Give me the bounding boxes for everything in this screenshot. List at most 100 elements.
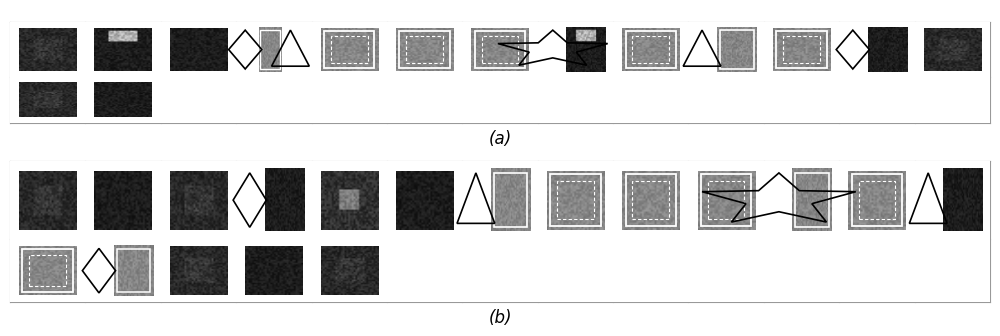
Bar: [10, 239, 85, 302]
Bar: [10, 22, 85, 77]
Bar: [915, 161, 990, 239]
Bar: [852, 174, 902, 226]
Bar: [550, 174, 601, 226]
Bar: [312, 161, 387, 239]
Bar: [387, 22, 462, 77]
Bar: [117, 249, 150, 293]
Bar: [387, 22, 462, 77]
Bar: [312, 239, 387, 302]
Bar: [720, 31, 754, 69]
Bar: [613, 22, 688, 77]
Bar: [387, 239, 462, 302]
Bar: [324, 31, 374, 68]
Bar: [482, 36, 518, 63]
Bar: [10, 239, 85, 302]
Bar: [331, 36, 368, 63]
Bar: [29, 255, 66, 286]
Bar: [839, 22, 915, 77]
Text: (a): (a): [488, 130, 512, 149]
Bar: [538, 22, 613, 77]
Bar: [915, 77, 990, 123]
Bar: [764, 22, 839, 77]
Bar: [538, 161, 613, 239]
Bar: [538, 161, 613, 239]
Bar: [708, 181, 744, 219]
Bar: [494, 173, 527, 227]
Bar: [312, 22, 387, 77]
Bar: [10, 161, 85, 239]
Bar: [839, 239, 915, 302]
Bar: [85, 239, 161, 302]
Bar: [462, 22, 538, 77]
Bar: [161, 22, 236, 77]
Bar: [161, 239, 236, 302]
Bar: [236, 239, 312, 302]
Bar: [399, 31, 450, 68]
Bar: [538, 77, 613, 123]
Bar: [85, 77, 161, 123]
Bar: [161, 161, 236, 239]
Bar: [764, 22, 839, 77]
Bar: [236, 161, 312, 239]
Bar: [557, 181, 594, 219]
Bar: [85, 161, 161, 239]
Bar: [626, 174, 676, 226]
Bar: [915, 22, 990, 77]
Bar: [85, 77, 161, 123]
Bar: [387, 161, 462, 239]
Bar: [795, 173, 829, 227]
Bar: [688, 77, 764, 123]
Bar: [701, 174, 751, 226]
Bar: [613, 161, 688, 239]
Bar: [85, 22, 161, 77]
Bar: [632, 181, 669, 219]
Bar: [626, 31, 676, 68]
Bar: [764, 161, 839, 239]
Bar: [688, 239, 764, 302]
Bar: [915, 22, 990, 77]
Bar: [10, 161, 85, 239]
Bar: [10, 22, 85, 77]
Bar: [161, 77, 236, 123]
Bar: [312, 22, 387, 77]
Bar: [688, 161, 764, 239]
Bar: [462, 22, 538, 77]
Bar: [462, 77, 538, 123]
Bar: [839, 161, 915, 239]
Bar: [613, 77, 688, 123]
Bar: [839, 161, 915, 239]
Bar: [839, 77, 915, 123]
Bar: [236, 77, 312, 123]
Bar: [85, 161, 161, 239]
Bar: [161, 161, 236, 239]
Bar: [312, 161, 387, 239]
Text: (b): (b): [488, 308, 512, 327]
Bar: [312, 239, 387, 302]
Bar: [688, 161, 764, 239]
Bar: [406, 36, 443, 63]
Bar: [538, 239, 613, 302]
Bar: [632, 36, 669, 63]
Bar: [85, 22, 161, 77]
Bar: [462, 239, 538, 302]
Bar: [260, 31, 280, 69]
Bar: [764, 77, 839, 123]
Bar: [10, 77, 85, 123]
Bar: [613, 161, 688, 239]
Bar: [776, 31, 827, 68]
Bar: [859, 181, 895, 219]
Bar: [387, 161, 462, 239]
Bar: [236, 22, 312, 77]
Bar: [764, 239, 839, 302]
Bar: [462, 161, 538, 239]
Bar: [688, 22, 764, 77]
Bar: [22, 249, 73, 292]
Bar: [613, 239, 688, 302]
Bar: [475, 31, 525, 68]
Bar: [236, 239, 312, 302]
Bar: [10, 77, 85, 123]
Bar: [161, 239, 236, 302]
Bar: [312, 77, 387, 123]
Bar: [613, 22, 688, 77]
Bar: [915, 239, 990, 302]
